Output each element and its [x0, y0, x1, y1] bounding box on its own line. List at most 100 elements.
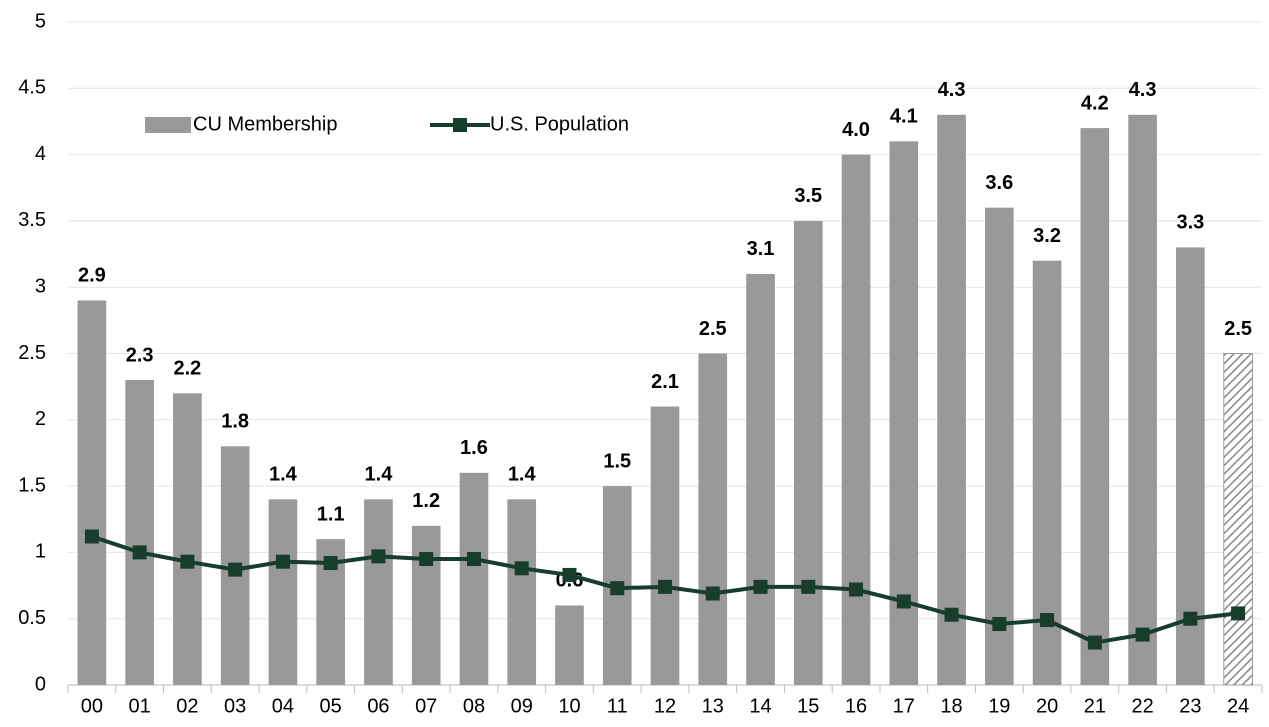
value-label: 1.4: [269, 464, 298, 486]
x-tick-label: 10: [558, 695, 580, 717]
x-tick-label: 21: [1084, 695, 1106, 717]
bar: [364, 499, 393, 685]
x-tick-label: 04: [272, 695, 294, 717]
x-tick-label: 23: [1179, 695, 1201, 717]
marker: [180, 554, 195, 569]
x-tick-label: 03: [224, 695, 246, 717]
value-label: 4.1: [890, 106, 918, 128]
y-tick-label: 5: [35, 10, 46, 32]
value-label: 2.5: [1224, 318, 1252, 340]
x-tick-label: 15: [797, 695, 819, 717]
x-tick-label: 09: [511, 695, 533, 717]
legend-label: CU Membership: [193, 113, 337, 135]
y-tick-label: 4.5: [18, 77, 46, 99]
marker: [658, 579, 672, 594]
x-tick-label: 02: [176, 695, 198, 717]
marker: [801, 579, 816, 594]
marker: [419, 552, 434, 567]
value-label: 1.2: [412, 490, 440, 512]
y-tick-label: 0.5: [18, 607, 46, 629]
bar: [746, 273, 775, 685]
bar: [841, 154, 871, 686]
marker: [514, 561, 529, 576]
y-tick-label: 2: [35, 408, 46, 430]
x-tick-label: 18: [940, 695, 962, 717]
x-tick-label: 05: [320, 695, 342, 717]
value-label: 4.3: [1129, 79, 1157, 101]
marker: [562, 567, 577, 582]
bar: [937, 114, 966, 685]
legend-swatch: [145, 117, 191, 133]
bar: [411, 525, 441, 685]
x-tick-label: 13: [702, 695, 724, 717]
bar: [1223, 353, 1253, 686]
value-label: 4.0: [842, 119, 870, 141]
marker: [1040, 613, 1055, 628]
y-tick-label: 0: [35, 673, 46, 695]
value-label: 2.3: [126, 344, 154, 366]
value-label: 3.3: [1176, 212, 1204, 234]
x-tick-label: 19: [988, 695, 1010, 717]
value-label: 1.4: [508, 464, 537, 486]
marker: [132, 545, 147, 560]
value-label: 3.5: [794, 185, 822, 207]
y-tick-label: 4: [35, 143, 46, 165]
value-label: 3.6: [985, 172, 1013, 194]
x-tick-label: 22: [1131, 695, 1153, 717]
marker: [944, 607, 959, 622]
bar: [507, 499, 537, 685]
marker: [849, 582, 864, 597]
marker: [84, 529, 99, 544]
marker: [1183, 611, 1198, 626]
legend-swatch: [453, 118, 467, 132]
x-tick-label: 08: [463, 695, 485, 717]
value-label: 1.6: [460, 437, 488, 459]
bar: [793, 220, 823, 685]
x-tick-label: 24: [1227, 695, 1249, 717]
marker: [753, 579, 768, 594]
marker: [371, 549, 386, 564]
value-label: 2.9: [78, 265, 106, 287]
marker: [275, 554, 290, 569]
marker: [705, 586, 720, 601]
marker: [323, 556, 338, 571]
value-label: 1.4: [365, 464, 394, 486]
x-tick-label: 11: [607, 695, 628, 717]
bar: [984, 207, 1014, 685]
value-label: 3.2: [1033, 225, 1061, 247]
x-tick-label: 01: [129, 695, 151, 717]
bar: [1128, 114, 1157, 685]
marker: [992, 617, 1007, 632]
y-tick-label: 2.5: [18, 342, 46, 364]
value-label: 2.5: [699, 318, 727, 340]
value-label: 1.8: [221, 411, 249, 433]
bar: [173, 393, 202, 685]
value-label: 2.1: [651, 371, 679, 393]
bar: [889, 141, 919, 686]
bar: [77, 300, 107, 685]
marker: [610, 581, 625, 596]
x-tick-label: 20: [1036, 695, 1058, 717]
bar: [555, 605, 584, 685]
x-tick-label: 06: [367, 695, 389, 717]
x-tick-label: 12: [654, 695, 676, 717]
y-tick-label: 3: [35, 275, 46, 297]
bar: [459, 472, 489, 685]
value-label: 2.2: [173, 358, 201, 380]
x-tick-label: 07: [415, 695, 437, 717]
value-label: 1.5: [603, 450, 631, 472]
x-tick-label: 16: [845, 695, 867, 717]
x-tick-label: 14: [749, 695, 771, 717]
marker: [1231, 606, 1246, 621]
legend-label: U.S. Population: [490, 113, 629, 135]
value-label: 1.1: [317, 503, 345, 525]
value-label: 4.2: [1081, 92, 1109, 114]
x-tick-label: 00: [81, 695, 103, 717]
value-label: 4.3: [938, 79, 966, 101]
bar: [650, 406, 680, 685]
y-tick-label: 1: [35, 541, 46, 563]
marker: [466, 552, 481, 567]
x-tick-label: 17: [893, 695, 915, 717]
marker: [896, 594, 911, 609]
